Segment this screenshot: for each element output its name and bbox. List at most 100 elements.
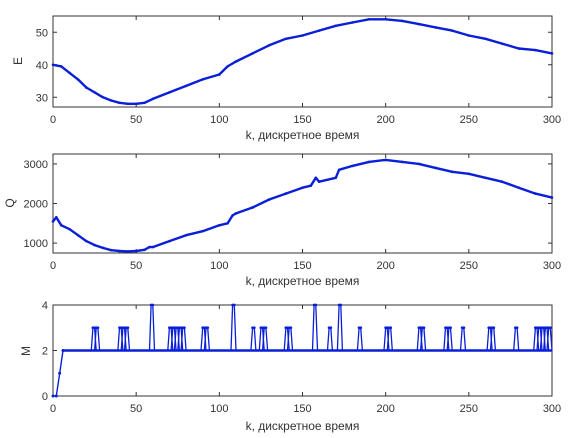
- chart-m-spike-point: [206, 326, 210, 330]
- chart-q-point: [148, 245, 151, 249]
- chart-q-point: [500, 180, 504, 184]
- chart-m-spike-point: [289, 326, 293, 330]
- chart-e-point: [267, 43, 271, 47]
- chart-m-x-tick-label: 0: [50, 403, 56, 415]
- chart-e-point: [134, 102, 138, 106]
- chart-e-point: [251, 52, 254, 55]
- chart-e-point: [484, 37, 487, 41]
- chart-q-point: [218, 223, 221, 227]
- chart-q-point: [151, 245, 155, 249]
- chart-e-point: [550, 52, 554, 55]
- chart-q-y-axis-label: Q: [3, 198, 17, 207]
- chart-q-x-tick-label: 150: [293, 260, 311, 272]
- chart-m-y-tick-label: 4: [42, 300, 48, 312]
- chart-e-y-tick-label: 40: [36, 60, 48, 72]
- chart-q-x-tick-label: 300: [543, 260, 561, 272]
- chart-m-spike-point: [126, 326, 130, 330]
- chart-q-point: [93, 243, 96, 247]
- chart-q-point: [109, 248, 113, 252]
- chart-e-point: [184, 84, 188, 88]
- chart-e-y-axis-label: E: [11, 57, 25, 65]
- chart-q-y-tick-label: 2000: [24, 199, 48, 211]
- chart-q-point: [517, 186, 521, 189]
- chart-e-x-tick-label: 250: [460, 114, 478, 126]
- chart-e-x-tick-label: 50: [130, 114, 142, 126]
- chart-m-spike-point: [314, 303, 318, 307]
- chart-m-start-line: [53, 350, 64, 397]
- chart-q-point: [60, 223, 63, 227]
- chart-e-point: [301, 34, 304, 37]
- chart-q-x-tick-label: 50: [130, 260, 142, 272]
- chart-m-point: [58, 371, 62, 375]
- chart-m-spike-point: [492, 326, 496, 330]
- chart-q-x-tick-label: 250: [460, 260, 478, 272]
- chart-m-spike-point: [422, 326, 426, 330]
- chart-q: 0 50 100 150 200 250 300 1000 2000 3000 k, дискр…: [3, 153, 561, 288]
- chart-e-point: [334, 24, 338, 28]
- chart-m-x-tick-label: 200: [376, 403, 394, 415]
- chart-m-x-tick-label: 150: [293, 403, 311, 415]
- chart-e-point: [151, 97, 155, 101]
- chart-m-spike-point: [151, 303, 155, 307]
- chart-q-x-tick-label: 200: [376, 260, 394, 272]
- chart-q-point: [367, 160, 371, 164]
- chart-q-point: [334, 176, 338, 180]
- chart-q-point: [484, 176, 487, 180]
- chart-e-point: [60, 65, 63, 68]
- chart-q-x-tick-label: 0: [50, 260, 56, 272]
- chart-m-x-tick-label: 250: [460, 403, 478, 415]
- chart-e-point: [317, 29, 321, 32]
- chart-m-spike-point: [232, 303, 236, 307]
- chart-e-point: [367, 17, 371, 21]
- chart-e-x-axis-label: k, дискретное время: [246, 128, 360, 142]
- chart-q-x-axis-label: k, дискретное время: [246, 274, 360, 288]
- chart-m-spike-point: [389, 326, 393, 330]
- chart-q-series: [51, 158, 554, 253]
- chart-q-point: [184, 233, 188, 237]
- chart-q-point: [384, 158, 387, 162]
- chart-e-point: [401, 19, 404, 23]
- chart-e-series: [51, 17, 554, 106]
- chart-q-point: [301, 186, 304, 189]
- chart-q-point: [231, 214, 234, 217]
- chart-e-point: [76, 78, 80, 81]
- chart-m-spike-point: [515, 326, 519, 330]
- chart-e-point: [51, 63, 55, 67]
- chart-m-spike-point: [252, 326, 256, 330]
- chart-q-point: [550, 196, 554, 199]
- chart-e-point: [226, 65, 229, 68]
- chart-e-x-tick-label: 0: [50, 114, 56, 126]
- chart-q-point: [434, 166, 437, 170]
- chart-q-point: [226, 222, 229, 225]
- chart-q-point: [68, 227, 71, 231]
- chart-e-point: [384, 17, 387, 21]
- chart-q-point: [417, 162, 421, 166]
- chart-q-point: [284, 192, 288, 195]
- chart-q-point: [76, 233, 80, 237]
- chart-e-x-tick-label: 300: [543, 114, 561, 126]
- chart-m-spike-point: [449, 326, 452, 330]
- chart-e-point: [434, 26, 437, 29]
- chart-m-y-axis-label: M: [19, 346, 33, 356]
- chart-e-point: [101, 95, 105, 99]
- chart-m-spike-point: [264, 326, 268, 330]
- chart-e-point: [143, 101, 146, 105]
- chart-e-point: [234, 60, 238, 63]
- chart-m-point: [54, 394, 58, 398]
- chart-m-y-tick-label: 0: [42, 391, 48, 403]
- chart-q-line: [52, 158, 553, 253]
- chart-q-axes-frame: [52, 153, 553, 254]
- chart-e-point: [517, 47, 521, 50]
- chart-q-point: [168, 239, 171, 243]
- chart-q-point: [143, 248, 146, 252]
- chart-q-point: [401, 160, 404, 164]
- chart-q-point: [201, 229, 204, 233]
- chart-q-point: [534, 192, 537, 195]
- chart-m-spike-point: [183, 326, 186, 330]
- chart-e-point: [168, 91, 171, 94]
- chart-e-point: [417, 22, 421, 26]
- chart-m-series: [51, 303, 553, 398]
- chart-q-point: [351, 164, 354, 168]
- chart-m-spike-point: [548, 326, 552, 330]
